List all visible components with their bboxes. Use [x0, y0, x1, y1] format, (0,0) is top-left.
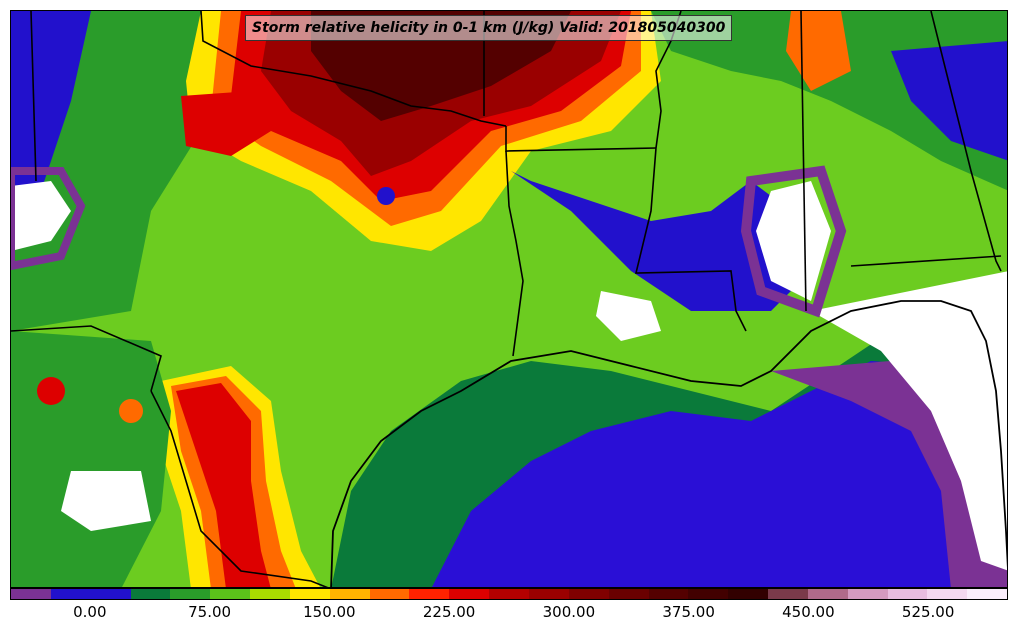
central-blue-trough [511, 171, 811, 311]
colorbar-tick-label: 0.00 [73, 603, 107, 621]
far-west-white-patch [61, 471, 151, 531]
colorbar-segment [847, 589, 888, 599]
colorbar-segment [329, 589, 370, 599]
alabama-white-patch [756, 181, 831, 301]
colorbar-segment [688, 589, 729, 599]
colorbar-segment [728, 589, 769, 599]
colorbar-tick-label: 225.00 [422, 603, 476, 621]
far-west-red-cell [37, 377, 65, 405]
colorbar-segment [170, 589, 211, 599]
colorbar-segment [807, 589, 848, 599]
far-west-orange-cell [119, 399, 143, 423]
colorbar-segment [489, 589, 529, 599]
helicity-map [11, 11, 1007, 587]
west-blue-region [11, 11, 91, 231]
colorbar-segment [967, 589, 1008, 599]
colorbar-segment [528, 589, 569, 599]
colorbar-segment [768, 589, 808, 599]
colorbar-tick-label: 450.00 [782, 603, 835, 621]
louisiana-white-patch [596, 291, 661, 341]
alabama-purple-edge [740, 165, 847, 318]
colorbar-segment [927, 589, 968, 599]
colorbar-segment [250, 589, 290, 599]
colorbar-tick-labels: 0.00 75.00 150.00 225.00 300.00 375.00 450.00 5… [10, 600, 1008, 630]
colorbar-segment [11, 589, 51, 599]
colorbar-segment [449, 589, 490, 599]
colorbar-segment [289, 589, 330, 599]
colorbar-tick-label: 75.00 [188, 603, 232, 621]
colorbar-segment [887, 589, 928, 599]
southwest-red-zone [176, 383, 271, 587]
colorbar-tick-label: 300.00 [542, 603, 596, 621]
colorbar-segment [90, 589, 131, 599]
colorbar-segment [50, 589, 91, 599]
colorbar-segment [409, 589, 450, 599]
colorbar-segment [210, 589, 251, 599]
west-purple-edge [11, 167, 86, 271]
colorbar-tick-label: 525.00 [901, 603, 955, 621]
northeast-blue-region [891, 41, 1007, 161]
east-gulf-white-zone [811, 271, 1007, 571]
colorbar-segment [369, 589, 410, 599]
colorbar-segment [130, 589, 171, 599]
helicity-minimum-spot [377, 187, 395, 205]
colorbar-tick-label: 150.00 [303, 603, 356, 621]
map-plot-area [10, 10, 1008, 588]
colorbar-segment [608, 589, 649, 599]
map-title: Storm relative helicity in 0-1 km (J/kg)… [245, 15, 733, 41]
colorbar-segment [568, 589, 609, 599]
west-white-patch [11, 181, 71, 251]
colorbar-tick-label: 375.00 [662, 603, 715, 621]
northwest-red-cell [181, 91, 271, 156]
gulf-coastline [330, 300, 1007, 587]
gulf-ocean-blue [432, 361, 1007, 587]
colorbar-segment [648, 589, 689, 599]
colorbar [10, 588, 1008, 600]
